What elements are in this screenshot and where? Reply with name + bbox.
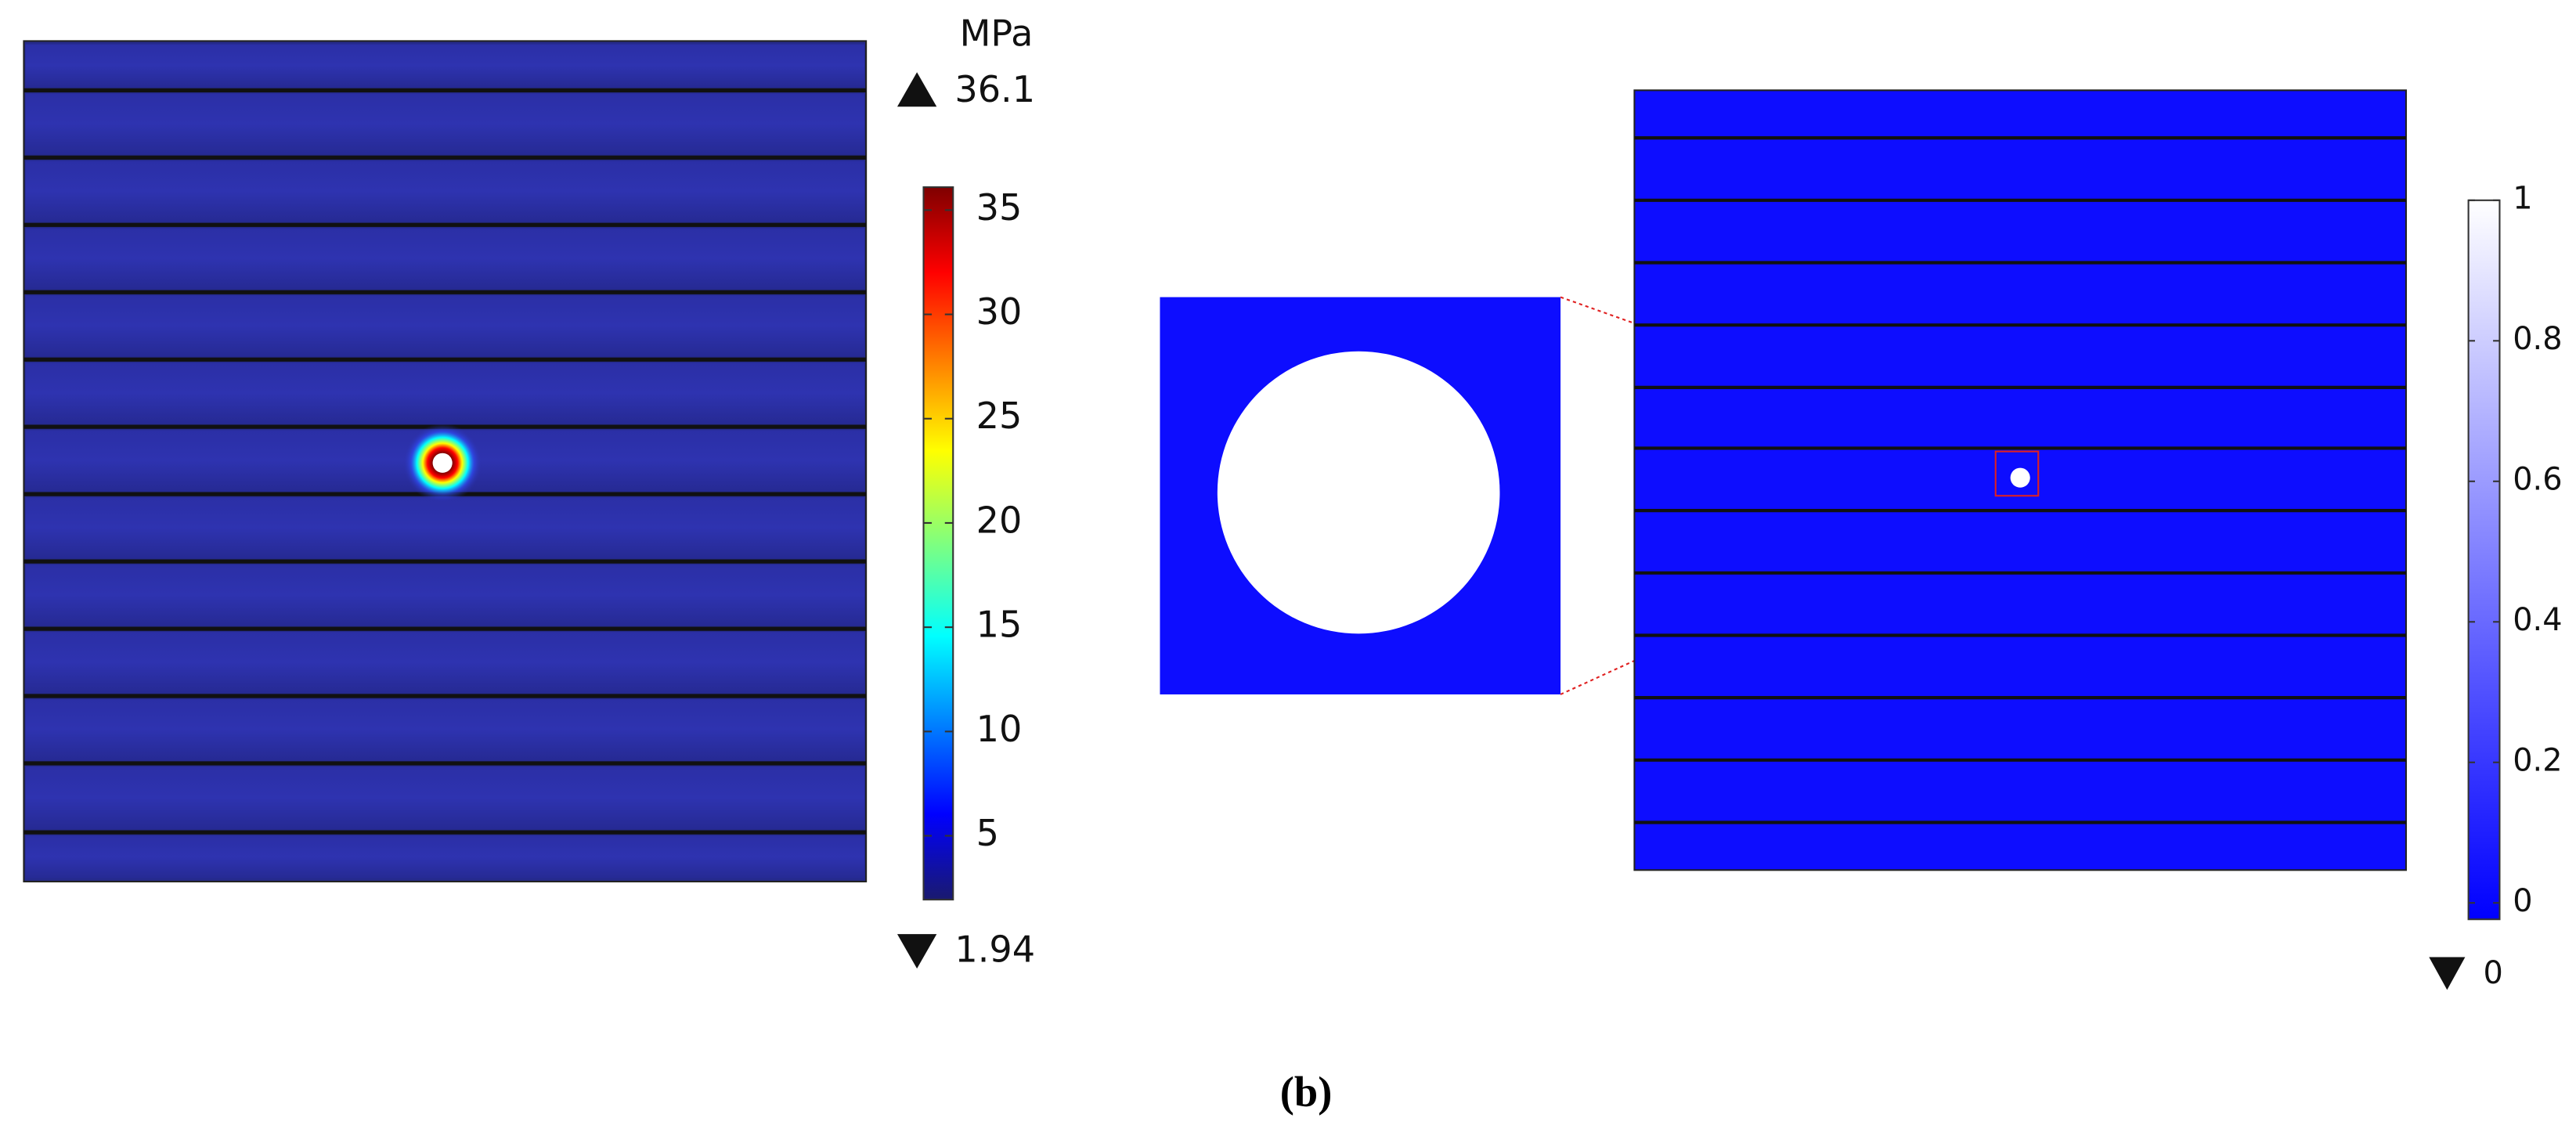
layer (25, 44, 865, 88)
unit-label: MPa (960, 13, 1034, 55)
colorbar-label: 0.6 (2513, 461, 2562, 497)
colorbar-label: 10 (976, 708, 1023, 750)
colorbar-label: 0.8 (2513, 321, 2562, 357)
layer (25, 632, 865, 693)
min-label: 0 (2483, 955, 2502, 991)
min-label: 1.94 (954, 929, 1035, 971)
hole (432, 453, 453, 473)
colorbar-label: 0.4 (2513, 602, 2562, 638)
stress-map: 5 10 15 20 25 30 35 MPa 36.1 1.94 (23, 13, 1035, 971)
layer (25, 228, 865, 290)
min-marker (2429, 957, 2466, 990)
layer (25, 295, 865, 357)
layer (25, 497, 865, 558)
zoom-box (1994, 450, 2040, 497)
colorbar-label: 0.2 (2513, 742, 2562, 778)
colorbar-label: 30 (976, 290, 1023, 333)
layer (25, 362, 865, 424)
layer (25, 835, 865, 878)
colorbar-label: 0 (2513, 883, 2532, 919)
layer (25, 564, 865, 626)
layer (25, 766, 865, 829)
caption: (b) (1280, 1068, 1333, 1116)
colorbar-label: 5 (976, 812, 999, 854)
colorbar (922, 186, 954, 901)
max-marker (897, 72, 937, 107)
colorbar-label: 35 (976, 186, 1023, 229)
layer (25, 160, 865, 222)
colorbar-label: 25 (976, 395, 1023, 437)
max-label: 36.1 (954, 68, 1035, 110)
hole (2010, 467, 2030, 488)
min-marker (897, 934, 937, 969)
colorbar-label: 15 (976, 604, 1023, 646)
layer (25, 93, 865, 155)
colorbar-label: 1 (2513, 180, 2532, 216)
hole-zoom (1217, 351, 1500, 634)
layer (25, 699, 865, 760)
damage-map: 0 0.2 0.4 0.6 0.8 1 0 (1160, 89, 2563, 991)
colorbar (2467, 199, 2501, 921)
colorbar-label: 20 (976, 499, 1023, 541)
